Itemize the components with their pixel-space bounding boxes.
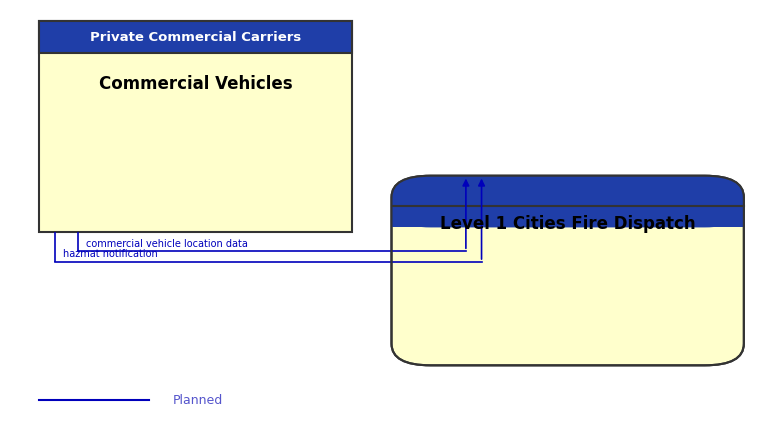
Text: Private Commercial Carriers: Private Commercial Carriers — [90, 31, 301, 44]
Text: commercial vehicle location data: commercial vehicle location data — [86, 238, 248, 248]
FancyBboxPatch shape — [39, 22, 352, 232]
FancyBboxPatch shape — [392, 176, 744, 366]
Text: Planned: Planned — [172, 393, 222, 406]
Text: Level 1 Cities Fire Dispatch: Level 1 Cities Fire Dispatch — [440, 215, 695, 233]
Text: Commercial Vehicles: Commercial Vehicles — [99, 75, 293, 93]
FancyBboxPatch shape — [39, 22, 352, 54]
Text: hazmat notification: hazmat notification — [63, 249, 157, 259]
FancyBboxPatch shape — [392, 176, 744, 228]
FancyBboxPatch shape — [392, 204, 744, 228]
